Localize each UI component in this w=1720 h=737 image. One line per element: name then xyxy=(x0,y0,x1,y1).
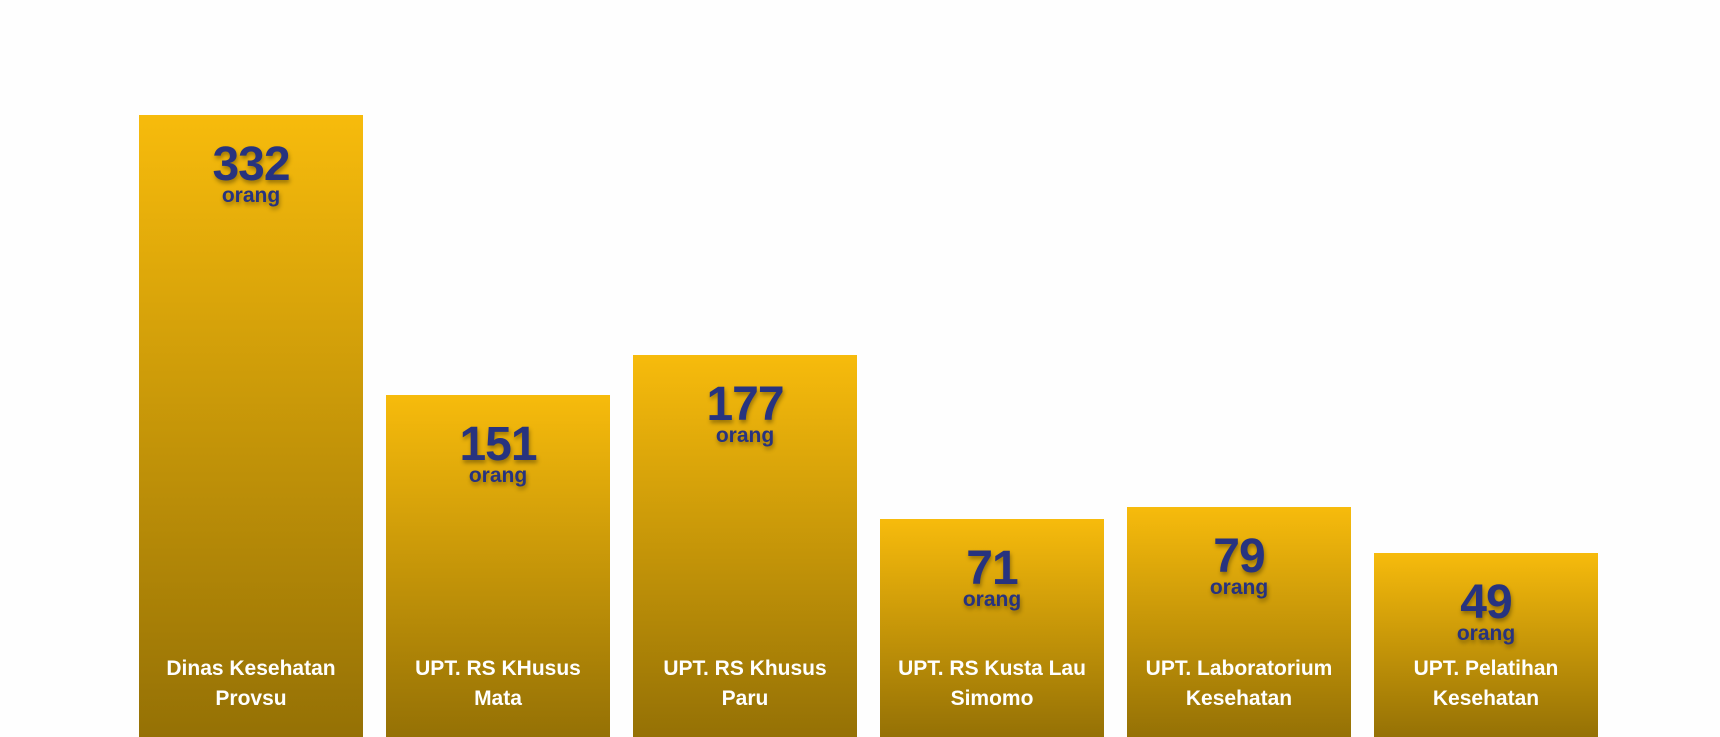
bar-value-label: 71 xyxy=(966,542,1018,595)
bar-5: 79 orang UPT. Laboratorium Kesehatan xyxy=(1127,507,1351,737)
bar-unit-label: orang xyxy=(715,424,775,447)
category-label-line: Simomo xyxy=(950,687,1034,710)
bar-value-label: 79 xyxy=(1213,530,1265,583)
bar-6: 49 orang UPT. Pelatihan Kesehatan xyxy=(1374,553,1598,737)
bar-2: 151 orang UPT. RS KHusus Mata xyxy=(386,395,610,737)
category-label-line: Kesehatan xyxy=(1432,687,1540,710)
category-label: UPT. RS Khusus Paru xyxy=(633,654,857,714)
bar-unit-label: orang xyxy=(1456,622,1516,645)
bar-value-label: 151 xyxy=(459,418,537,471)
bar-unit-label: orang xyxy=(962,588,1022,611)
category-label: UPT. RS Kusta Lau Simomo xyxy=(880,654,1104,714)
bar-1: 332 orang Dinas Kesehatan Provsu xyxy=(139,115,363,737)
category-label-line: Dinas Kesehatan xyxy=(166,657,336,680)
category-label-line: UPT. RS Khusus xyxy=(663,657,827,680)
category-label-line: UPT. Laboratorium xyxy=(1145,657,1333,680)
bar-unit-label: orang xyxy=(468,464,528,487)
category-label-line: UPT. Pelatihan xyxy=(1413,657,1559,680)
category-label-line: UPT. RS Kusta Lau xyxy=(898,657,1086,680)
category-label: UPT. Pelatihan Kesehatan xyxy=(1374,654,1598,714)
bar-unit-label: orang xyxy=(221,184,281,207)
bar-4: 71 orang UPT. RS Kusta Lau Simomo xyxy=(880,519,1104,737)
category-label: UPT. Laboratorium Kesehatan xyxy=(1127,654,1351,714)
bar-unit-label: orang xyxy=(1209,576,1269,599)
category-label-line: Paru xyxy=(721,687,769,710)
bar-value-label: 49 xyxy=(1460,576,1512,629)
category-label: Dinas Kesehatan Provsu xyxy=(139,654,363,714)
category-label-line: Mata xyxy=(474,687,522,710)
category-label-line: Provsu xyxy=(215,687,287,710)
bar-value-label: 332 xyxy=(212,138,290,191)
category-label-line: UPT. RS KHusus xyxy=(415,657,581,680)
bar-value-label: 177 xyxy=(706,378,784,431)
bar-3: 177 orang UPT. RS Khusus Paru xyxy=(633,355,857,737)
category-label: UPT. RS KHusus Mata xyxy=(386,654,610,714)
category-label-line: Kesehatan xyxy=(1185,687,1293,710)
